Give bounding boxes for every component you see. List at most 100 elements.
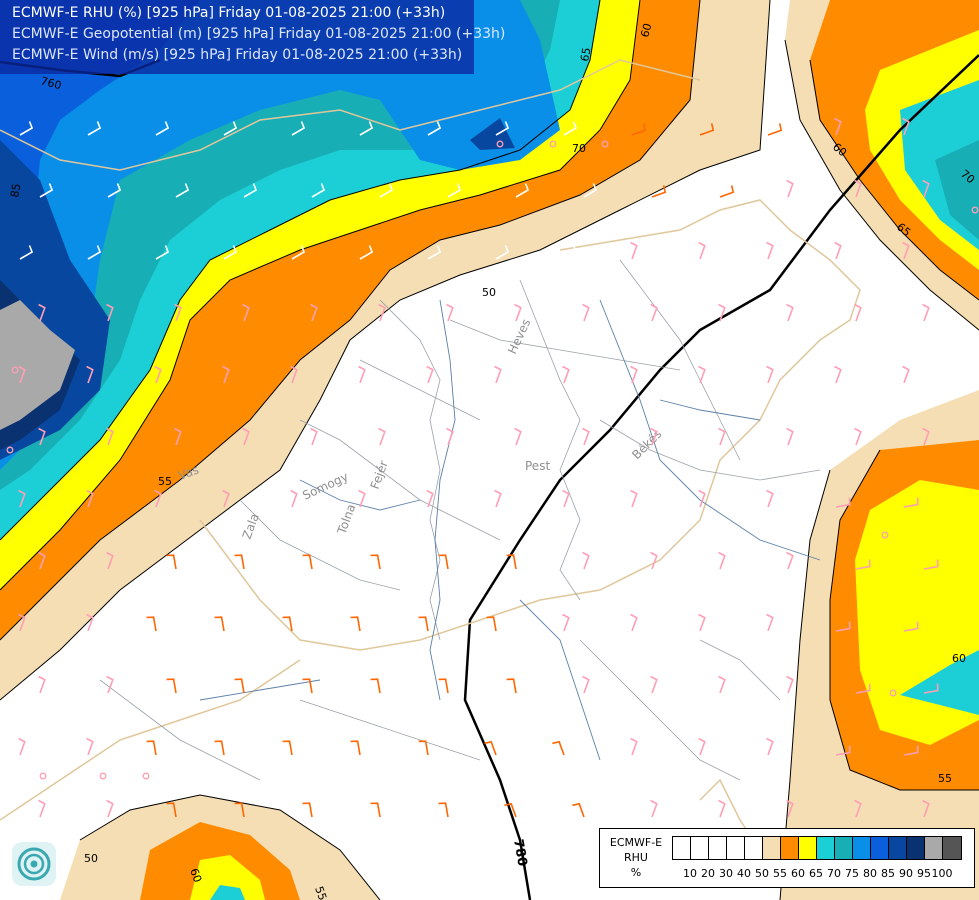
wind-barb [698, 737, 706, 756]
wind-barb [650, 427, 658, 446]
legend-title-variable: RHU [624, 851, 648, 864]
wind-barb [854, 179, 862, 198]
wind-barb [311, 183, 326, 198]
legend-tick-label: 40 [737, 867, 751, 880]
legend-title: ECMWF-E RHU % [604, 835, 668, 880]
wind-barb [106, 675, 114, 694]
wind-barb [650, 551, 658, 570]
wind-barb [438, 554, 449, 570]
wind-barb [506, 678, 517, 694]
contour-label: 50 [84, 852, 98, 865]
map-header: ECMWF-E RHU (%) [925 hPa] Friday 01-08-2… [0, 0, 506, 74]
wind-barb [18, 737, 26, 756]
wind-barb [106, 799, 114, 818]
wind-barb [699, 123, 715, 136]
wind-barb [718, 675, 726, 694]
wind-barb [166, 678, 177, 694]
wind-barb [582, 551, 590, 570]
legend-swatch [673, 837, 691, 859]
station-marker [889, 689, 897, 697]
wind-barb [650, 799, 658, 818]
legend-tick-label: 75 [845, 867, 859, 880]
wind-barb [418, 616, 429, 632]
wind-barb [243, 183, 258, 198]
contour-label: 65 [578, 46, 593, 62]
station-marker [881, 531, 889, 539]
wind-barb [290, 489, 298, 508]
rhu-ne-70 [935, 140, 979, 240]
legend-swatch [907, 837, 925, 859]
wind-barb [350, 740, 361, 756]
wind-barb [302, 802, 313, 818]
wind-barb [923, 559, 939, 570]
wind-barb [234, 554, 245, 570]
station-marker [39, 772, 47, 780]
legend-swatch [817, 837, 835, 859]
contour-label: 85 [8, 182, 23, 198]
wind-barb [562, 613, 570, 632]
wind-barb [106, 303, 114, 322]
wind-barb [506, 554, 517, 570]
wind-barb [438, 802, 449, 818]
wind-barb [767, 123, 783, 136]
wind-barb [359, 121, 374, 136]
wind-barb [38, 799, 46, 818]
wind-barb [718, 551, 726, 570]
wind-barb [174, 427, 182, 446]
contour-label: 55 [938, 772, 952, 785]
wind-barb [514, 427, 522, 446]
wind-barb [766, 365, 774, 384]
wind-barb [563, 121, 578, 136]
wind-barb [698, 613, 706, 632]
wind-barb [562, 365, 570, 384]
wind-barb [310, 427, 318, 446]
wind-barb [446, 303, 454, 322]
wind-barb [903, 745, 919, 756]
rhu-sw-65 [210, 885, 245, 900]
wind-barb [86, 489, 94, 508]
wind-barb [835, 745, 851, 756]
legend-tick-label: 85 [881, 867, 895, 880]
wind-barb [175, 183, 190, 198]
legend-tick-label: 95 [917, 867, 931, 880]
wind-barb [562, 489, 570, 508]
station-marker [496, 140, 504, 148]
wind-barb [903, 621, 919, 632]
header-line-geopotential: ECMWF-E Geopotential (m) [925 hPa] Frida… [12, 26, 506, 42]
wind-barb [291, 245, 306, 260]
wind-barb [582, 675, 590, 694]
wind-barb [18, 365, 26, 384]
header-line-wind: ECMWF-E Wind (m/s) [925 hPa] Friday 01-0… [12, 47, 463, 63]
wind-barb [222, 489, 230, 508]
wind-barb [446, 427, 454, 446]
wind-barb [552, 740, 565, 756]
wind-barb [166, 802, 177, 818]
wind-barb [698, 489, 706, 508]
legend-tick-label: 70 [827, 867, 841, 880]
legend-swatch [835, 837, 853, 859]
legend-swatch [709, 837, 727, 859]
contour-label: 60 [638, 22, 654, 39]
wind-barb [834, 241, 842, 260]
wind-barb [154, 489, 162, 508]
wind-barb [379, 183, 394, 198]
wind-barb [38, 551, 46, 570]
contour-label: 70 [572, 142, 586, 155]
legend-swatch [853, 837, 871, 859]
wind-barb [484, 740, 497, 756]
wind-barb [583, 183, 598, 198]
rhu-band-75 [0, 0, 560, 470]
legend-tick-label: 30 [719, 867, 733, 880]
wind-barb [855, 559, 871, 570]
wind-barb [350, 616, 361, 632]
wind-barb [698, 365, 706, 384]
wind-barb [302, 678, 313, 694]
wind-barb [835, 621, 851, 632]
wind-barb [234, 802, 245, 818]
legend-swatch [691, 837, 709, 859]
wind-barb [495, 121, 510, 136]
legend-tick-label: 60 [791, 867, 805, 880]
legend-swatch [799, 837, 817, 859]
wind-barb [835, 497, 851, 508]
